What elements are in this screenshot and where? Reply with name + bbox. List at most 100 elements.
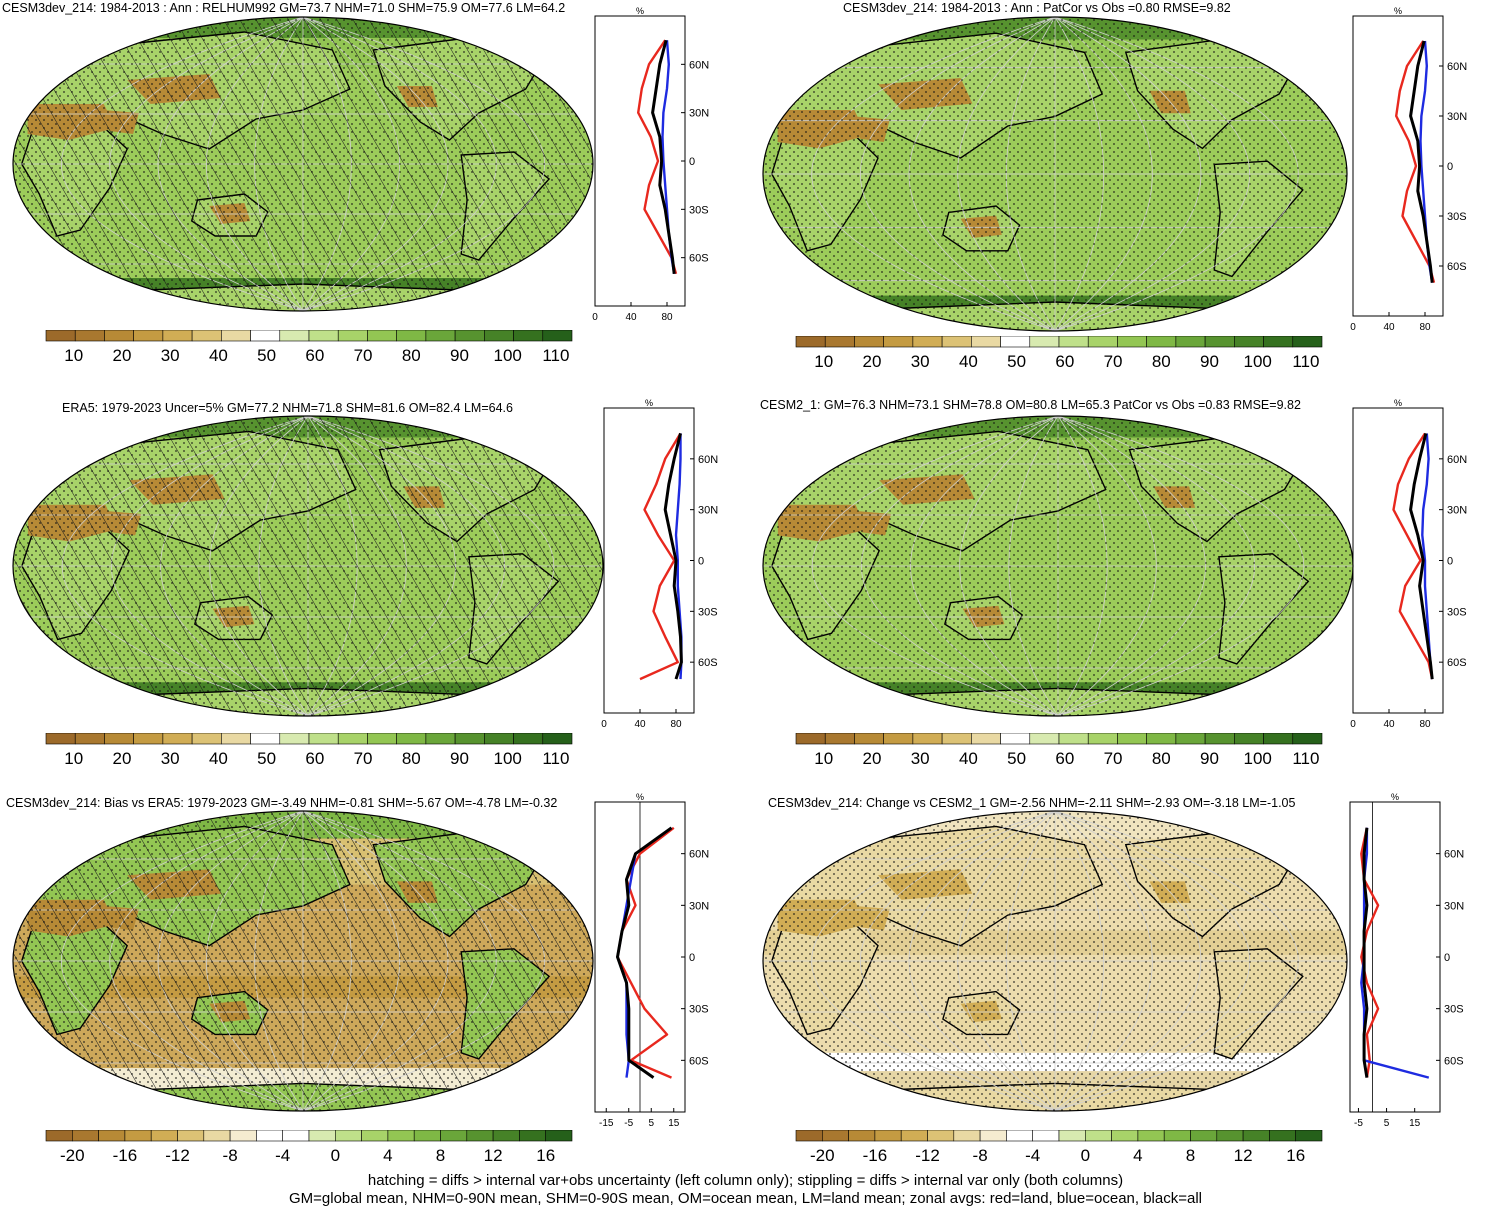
lat-tick-label: 30S [689,204,709,216]
map-border [12,810,594,1112]
colorbar-swatch [250,733,281,745]
colorbar-swatch [941,336,972,348]
colorbar-label: 30 [911,749,930,768]
lat-tick-label: 60N [1444,849,1464,861]
colorbar-swatch [1137,1130,1165,1142]
colorbar-swatch [124,1130,152,1142]
profile-line-land [1395,40,1436,284]
colorbar-label: 0 [1081,1146,1090,1165]
colorbar-label: 30 [161,346,180,365]
colorbar-swatch [466,1130,494,1142]
colorbar-swatch [1263,336,1294,348]
colorbar-swatch [74,733,105,745]
map-border [12,415,604,717]
colorbar-swatch [513,330,544,342]
colorbar-swatch [367,733,397,745]
stippling-overlay [763,17,1347,331]
colorbar-label: 50 [257,749,276,768]
colorbar-label: 10 [64,749,83,768]
colorbar: 10 20 30 40 50 60 70 80 90 100 110 [45,330,573,365]
colorbar-swatch [484,330,514,342]
colorbar-swatch [542,330,573,342]
colorbar-label: 110 [1292,749,1319,768]
colorbar-label: 4 [1133,1146,1142,1165]
colorbar-swatch [454,330,485,342]
profile-unit: % [1391,792,1399,802]
lat-tick-label: 60N [698,454,718,466]
colorbar-label: 50 [1007,352,1026,371]
map-border [762,16,1348,332]
x-tick-label: 40 [1383,322,1395,333]
lat-tick-label: 30S [689,1004,709,1016]
colorbar-swatch [396,330,427,342]
colorbar-swatch [45,733,76,745]
colorbar-label: -16 [113,1146,138,1165]
colorbar-label: -12 [915,1146,940,1165]
colorbar-label: 90 [1200,352,1219,371]
profile-line-land [637,39,678,275]
colorbar-swatch [74,330,105,342]
colorbar-swatch [104,330,134,342]
lat-tick-label: 60N [1447,454,1467,466]
colorbar-label: 110 [1292,352,1319,371]
lat-tick-label: 30S [698,606,718,618]
profile-line-all [663,433,683,680]
zonal-profile: % 60N 30N 0 30S 60S 0 40 80 [1350,6,1467,333]
x-tick-label: 0 [592,312,598,323]
colorbar-label: 20 [863,749,882,768]
lat-tick-label: 60S [689,1055,709,1067]
colorbar-label: 90 [1200,749,1219,768]
colorbar-label: 10 [814,352,833,371]
colorbar-label: 70 [354,346,373,365]
lat-tick-label: 30N [689,108,709,120]
colorbar-label: 90 [450,749,469,768]
colorbar-swatch [334,1130,362,1142]
lat-tick-label: 60S [1447,657,1467,669]
map-border [762,810,1348,1112]
lat-tick-label: 30N [1444,900,1464,912]
colorbar-swatch [98,1130,126,1142]
colorbar-label: 12 [484,1146,503,1165]
colorbar-swatch [513,733,544,745]
colorbar: -20-16-12-8-4048121620 [795,1130,1323,1165]
colorbar-swatch [162,330,193,342]
colorbar-label: 50 [257,346,276,365]
colorbar-swatch [308,733,339,745]
colorbar-swatch [542,733,573,745]
footer-line-2: GM=global mean, NHM=0-90N mean, SHM=0-90… [288,1190,1202,1207]
colorbar-swatch [824,336,855,348]
colorbar-swatch [425,733,456,745]
colorbar-swatch [191,330,222,342]
x-tick-label: 40 [625,312,637,323]
colorbar-label: 80 [1152,749,1171,768]
lat-tick-label: 30N [689,900,709,912]
colorbar-swatch [1006,1130,1033,1142]
stippling-overlay [13,17,593,311]
colorbar-label: 60 [305,749,324,768]
colorbar-swatch [279,330,310,342]
colorbar-label: 60 [1055,352,1074,371]
x-tick-label: 0 [1350,322,1356,333]
colorbar-label: -20 [60,1146,85,1165]
profile-line-all [1409,433,1434,680]
colorbar-label: 70 [1104,352,1123,371]
colorbar-swatch [1111,1130,1139,1142]
colorbar-label: 100 [1244,749,1272,768]
colorbar-swatch [1087,336,1118,348]
colorbar-swatch [425,330,456,342]
colorbar-swatch [1029,336,1060,348]
colorbar-swatch [1058,1130,1086,1142]
lat-tick-label: 0 [1447,556,1453,568]
colorbar-swatch [795,336,826,348]
colorbar: -20-16-12-8-4048121620 [45,1130,573,1165]
colorbar-label: 8 [1186,1146,1195,1165]
lat-tick-label: 0 [1444,952,1450,964]
colorbar-swatch [971,733,1001,745]
colorbar-swatch [337,733,368,745]
colorbar-swatch [282,1130,310,1142]
colorbar-swatch [308,330,339,342]
colorbar-swatch [45,1130,73,1142]
colorbar-swatch [1000,733,1031,745]
colorbar-label: 10 [814,749,833,768]
zonal-profile: % 60N 30N 0 30S 60S 0 40 80 [601,398,718,730]
